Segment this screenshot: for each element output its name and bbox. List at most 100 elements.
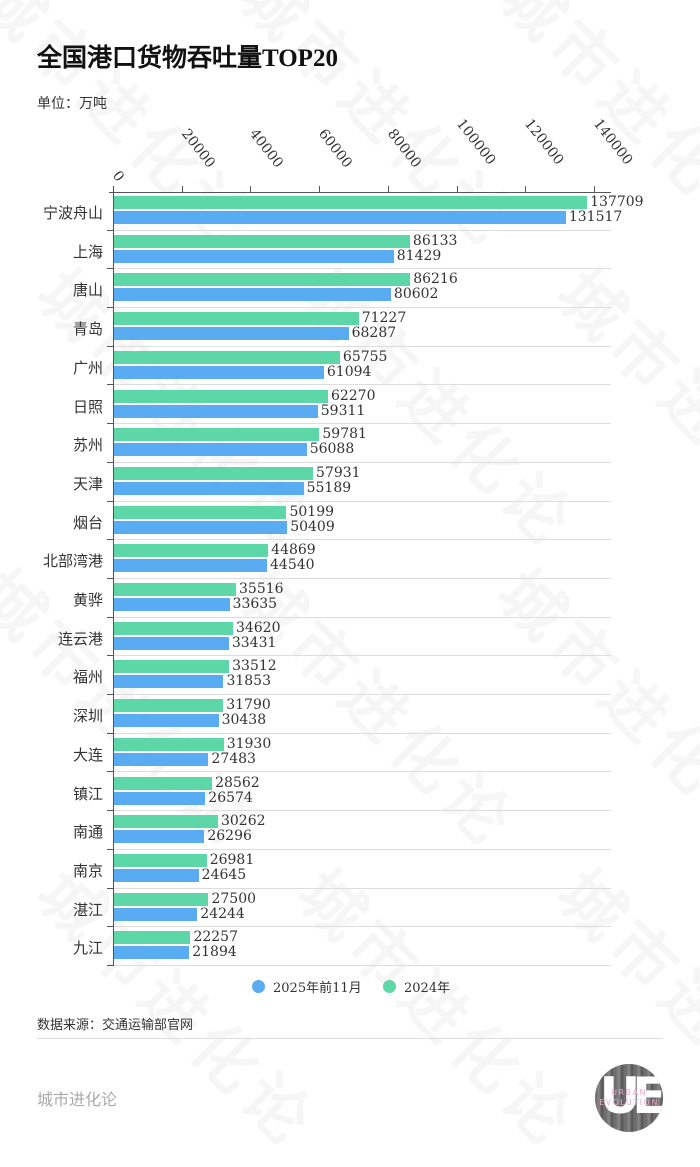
bar-2024[interactable] xyxy=(114,699,224,713)
y-axis-tick xyxy=(107,423,113,425)
bar-2024[interactable] xyxy=(114,389,328,403)
category-label: 苏州 xyxy=(72,436,103,455)
category-label: 青岛 xyxy=(72,320,103,339)
bar-2025-jan-nov[interactable] xyxy=(114,714,219,728)
bar-2025-jan-nov[interactable] xyxy=(114,752,209,766)
value-label-2024: 137709 xyxy=(590,194,644,210)
bar-2024[interactable] xyxy=(114,350,340,364)
chart-row: 天津 57931 55189 xyxy=(0,463,700,502)
bar-2025-jan-nov[interactable] xyxy=(114,443,307,457)
chart-row: 连云港 34620 33431 xyxy=(0,618,700,657)
x-axis-tick-label: 40000 xyxy=(246,126,287,172)
bar-2024[interactable] xyxy=(114,505,287,519)
bar-2024[interactable] xyxy=(114,196,588,209)
bar-2024[interactable] xyxy=(114,892,209,906)
chart-row: 湛江 27500 24244 xyxy=(0,889,700,928)
value-label-2024: 22257 xyxy=(193,929,238,946)
bar-2024[interactable] xyxy=(114,776,213,790)
value-label-2025: 30438 xyxy=(221,712,267,729)
row-separator xyxy=(114,694,611,696)
value-label-2025: 31853 xyxy=(226,673,271,690)
y-axis-line xyxy=(113,192,114,966)
y-axis-tick xyxy=(107,694,113,696)
row-separator xyxy=(114,384,611,386)
x-axis-tick-label: 120000 xyxy=(521,115,567,168)
chart-row: 北部湾港 44869 44540 xyxy=(0,540,700,579)
row-separator xyxy=(114,268,611,270)
bar-2024[interactable] xyxy=(114,273,411,287)
bar-2024[interactable] xyxy=(114,660,230,674)
bar-2024[interactable] xyxy=(114,931,191,945)
logo-letters: UE xyxy=(599,1067,663,1125)
category-label: 连云港 xyxy=(57,629,103,648)
bar-2025-jan-nov[interactable] xyxy=(114,675,224,689)
bar-2025-jan-nov[interactable] xyxy=(114,481,304,495)
value-label-2024: 65755 xyxy=(342,348,388,365)
bar-2024[interactable] xyxy=(114,815,218,829)
legend-item-2025[interactable]: 2025年前11月 xyxy=(252,977,362,996)
chart-title: 全国港口货物吞吐量TOP20 xyxy=(37,45,338,72)
bar-2024[interactable] xyxy=(114,583,237,596)
bar-2024[interactable] xyxy=(114,466,314,480)
row-separator xyxy=(114,926,611,928)
value-label-2025: 80602 xyxy=(393,286,439,303)
category-label: 南通 xyxy=(72,823,103,842)
bar-2025-jan-nov[interactable] xyxy=(114,636,229,650)
data-source: 数据来源：交通运输部官网 xyxy=(37,1018,194,1033)
bar-2025-jan-nov[interactable] xyxy=(114,288,391,302)
bar-chart: 0 20000 40000 60000 80000 100000 120000 140000 宁… xyxy=(0,115,700,966)
bar-2024[interactable] xyxy=(114,544,269,558)
value-label-2025: 55189 xyxy=(306,479,352,496)
bar-2025-jan-nov[interactable] xyxy=(114,404,318,418)
y-axis-tick xyxy=(107,577,113,579)
bar-2024[interactable] xyxy=(114,428,320,442)
bar-2025-jan-nov[interactable] xyxy=(114,946,190,960)
y-axis-tick xyxy=(107,655,113,657)
category-label: 烟台 xyxy=(72,513,103,532)
bar-2025-jan-nov[interactable] xyxy=(114,868,199,882)
y-axis-tick xyxy=(107,848,113,850)
bar-2025-jan-nov[interactable] xyxy=(114,520,288,534)
value-label-2024: 59781 xyxy=(322,426,367,443)
category-label: 深圳 xyxy=(72,707,103,726)
chart-row: 苏州 59781 56088 xyxy=(0,424,700,463)
x-axis-tick xyxy=(319,186,321,192)
row-separator xyxy=(114,848,611,850)
chart-row: 深圳 31790 30438 xyxy=(0,695,700,734)
bar-2025-jan-nov[interactable] xyxy=(114,907,198,921)
bar-2025-jan-nov[interactable] xyxy=(114,365,324,379)
bar-2025-jan-nov[interactable] xyxy=(114,830,205,844)
chart-row: 宁波舟山 137709 131517 xyxy=(0,192,700,231)
row-separator xyxy=(114,964,611,966)
bar-2024[interactable] xyxy=(114,853,207,867)
x-axis-tick xyxy=(525,186,527,192)
chart-row: 烟台 50199 50409 xyxy=(0,502,700,541)
unit-label: 单位：万吨 xyxy=(37,96,107,112)
bar-2025-jan-nov[interactable] xyxy=(114,327,349,341)
category-label: 湛江 xyxy=(72,900,103,919)
y-axis-tick xyxy=(107,887,113,889)
value-label-2025: 21894 xyxy=(192,944,237,961)
category-label: 镇江 xyxy=(72,784,103,803)
value-label-2025: 26296 xyxy=(207,828,252,845)
bar-2025-jan-nov[interactable] xyxy=(114,249,394,263)
legend-item-2024[interactable]: 2024年 xyxy=(383,977,450,996)
legend-label: 2024年 xyxy=(404,981,451,996)
category-label: 广州 xyxy=(72,358,103,377)
bar-2025-jan-nov[interactable] xyxy=(114,598,230,611)
legend-dot-icon xyxy=(252,980,265,993)
row-separator xyxy=(114,577,611,579)
bar-2025-jan-nov[interactable] xyxy=(114,791,206,805)
category-label: 南京 xyxy=(72,861,103,880)
bar-2024[interactable] xyxy=(114,621,233,635)
y-axis-tick xyxy=(107,384,113,386)
bar-2024[interactable] xyxy=(114,312,359,326)
bar-2024[interactable] xyxy=(114,234,410,248)
bar-2025-jan-nov[interactable] xyxy=(114,559,268,573)
row-separator xyxy=(114,771,611,773)
bar-2024[interactable] xyxy=(114,737,224,751)
bar-2025-jan-nov[interactable] xyxy=(114,211,566,224)
y-axis-tick xyxy=(107,461,113,463)
category-label: 日照 xyxy=(72,397,103,416)
y-axis-tick xyxy=(107,926,113,928)
